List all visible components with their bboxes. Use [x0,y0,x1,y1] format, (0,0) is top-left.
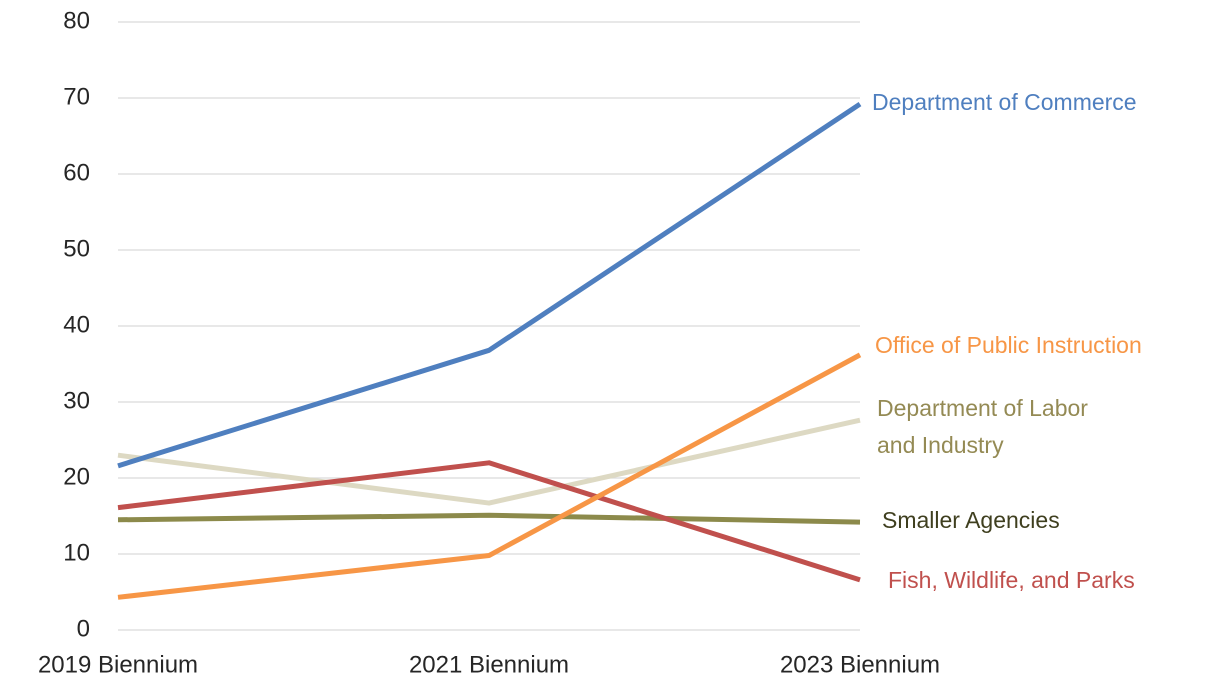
series-label: Smaller Agencies [882,507,1060,533]
y-tick-label: 0 [77,615,90,642]
y-tick-label: 10 [63,539,90,566]
y-tick-label: 70 [63,83,90,110]
series-label: Department of Labor and Industry [877,395,1088,458]
x-tick-label: 2021 Biennium [409,651,569,678]
y-tick-label: 80 [63,7,90,34]
series-label: Fish, Wildlife, and Parks [888,567,1135,593]
y-tick-label: 40 [63,311,90,338]
y-tick-label: 50 [63,235,90,262]
series-line [117,101,862,469]
series-line [117,512,861,525]
y-tick-label: 30 [63,387,90,414]
y-tick-label: 20 [63,463,90,490]
series-line [117,460,861,583]
x-tick-label: 2023 Biennium [780,651,940,678]
series-label: Office of Public Instruction [875,332,1142,358]
x-tick-label: 2019 Biennium [38,651,198,678]
series-line [117,417,861,506]
series-line [117,352,862,600]
series-label: Department of Commerce [872,89,1137,115]
y-tick-label: 60 [63,159,90,186]
